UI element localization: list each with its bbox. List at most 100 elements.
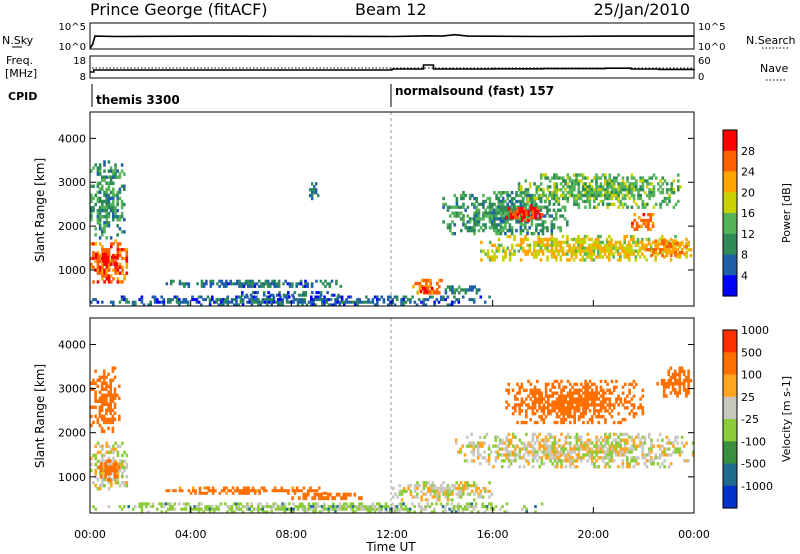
heatmap-cell (264, 282, 268, 286)
heatmap-cell (574, 240, 578, 244)
heatmap-cell (595, 409, 598, 413)
heatmap-cell (531, 459, 535, 463)
heatmap-cell (468, 502, 471, 506)
heatmap-cell (171, 298, 174, 302)
heatmap-cell (632, 385, 636, 389)
heatmap-cell (208, 505, 212, 509)
heatmap-cell (539, 258, 543, 262)
heatmap-cell (510, 232, 514, 236)
heatmap-cell (360, 496, 363, 501)
heatmap-cell (484, 223, 487, 227)
heatmap-cell (239, 295, 243, 299)
heatmap-cell (486, 205, 490, 209)
heatmap-cell (672, 450, 675, 454)
heatmap-cell (114, 441, 117, 445)
heatmap-cell (473, 229, 476, 233)
heatmap-cell (494, 435, 497, 439)
heatmap-cell (630, 234, 633, 239)
heatmap-cell (588, 450, 592, 454)
heatmap-cell (483, 435, 486, 439)
heatmap-cell (639, 176, 642, 180)
heatmap-cell (544, 243, 547, 247)
heatmap-cell (214, 489, 217, 493)
heatmap-cell (112, 211, 115, 216)
heatmap-cell (481, 441, 484, 445)
heatmap-cell (584, 388, 587, 392)
heatmap-cell (316, 295, 320, 299)
heatmap-cell (509, 441, 513, 445)
heatmap-cell (444, 298, 447, 302)
colorbar-swatch (723, 396, 737, 420)
heatmap-cell (637, 406, 640, 410)
heatmap-cell (680, 366, 684, 370)
heatmap-cell (116, 471, 120, 476)
heatmap-cell (559, 214, 562, 218)
heatmap-cell (338, 507, 342, 511)
heatmap-cell (281, 300, 284, 304)
heatmap-cell (601, 444, 605, 448)
heatmap-cell (612, 388, 616, 392)
heatmap-cell (318, 505, 322, 509)
heatmap-cell (100, 393, 104, 397)
heatmap-cell (121, 268, 124, 272)
heatmap-cell (552, 240, 556, 244)
heatmap-cell (471, 288, 474, 292)
heatmap-cell (236, 486, 239, 490)
heatmap-cell (351, 507, 355, 511)
heatmap-cell (96, 218, 100, 222)
heatmap-cell (304, 492, 308, 497)
heatmap-cell (584, 447, 587, 451)
heatmap-cell (579, 456, 583, 460)
heatmap-cell (449, 223, 452, 227)
heatmap-cell (573, 409, 576, 413)
heatmap-cell (507, 388, 510, 392)
heatmap-cell (557, 249, 560, 253)
heatmap-cell (475, 199, 478, 204)
heatmap-cell (196, 282, 199, 286)
power-heatmap (90, 160, 693, 307)
heatmap-cell (606, 179, 609, 183)
heatmap-cell (617, 191, 620, 195)
heatmap-cell (674, 202, 678, 206)
heatmap-cell (546, 188, 550, 192)
heatmap-cell (542, 409, 546, 413)
heatmap-cell (101, 300, 104, 304)
heatmap-cell (615, 441, 618, 445)
heatmap-cell (619, 450, 622, 454)
heatmap-cell (475, 288, 479, 292)
heatmap-cell (226, 300, 229, 304)
heatmap-cell (628, 382, 631, 386)
heatmap-cell (678, 391, 682, 395)
heatmap-cell (555, 465, 559, 469)
heatmap-cell (113, 468, 117, 473)
heatmap-cell (562, 450, 565, 454)
heatmap-cell (497, 223, 501, 227)
heatmap-cell (575, 403, 579, 407)
heatmap-cell (125, 262, 129, 266)
heatmap-cell (526, 249, 529, 253)
heatmap-cell (619, 255, 622, 259)
heatmap-cell (400, 303, 403, 307)
heatmap-cell (516, 403, 519, 407)
heatmap-cell (118, 396, 121, 400)
heatmap-cell (197, 507, 201, 511)
heatmap-cell (323, 507, 326, 511)
heatmap-cell (98, 218, 102, 222)
heatmap-cell (333, 496, 337, 501)
heatmap-cell (105, 208, 108, 213)
heatmap-cell (253, 489, 257, 493)
heatmap-cell (421, 286, 425, 291)
heatmap-cell (676, 382, 679, 386)
heatmap-cell (586, 193, 589, 198)
heatmap-cell (569, 441, 572, 445)
heatmap-cell (639, 397, 642, 401)
heatmap-cell (118, 468, 122, 473)
heatmap-cell (455, 481, 459, 485)
heatmap-cell (547, 450, 550, 454)
heatmap-cell (517, 220, 520, 224)
heatmap-cell (453, 300, 456, 304)
heatmap-cell (549, 432, 552, 436)
heatmap-cell (579, 447, 583, 451)
heatmap-cell (539, 249, 543, 253)
heatmap-cell (123, 459, 126, 464)
